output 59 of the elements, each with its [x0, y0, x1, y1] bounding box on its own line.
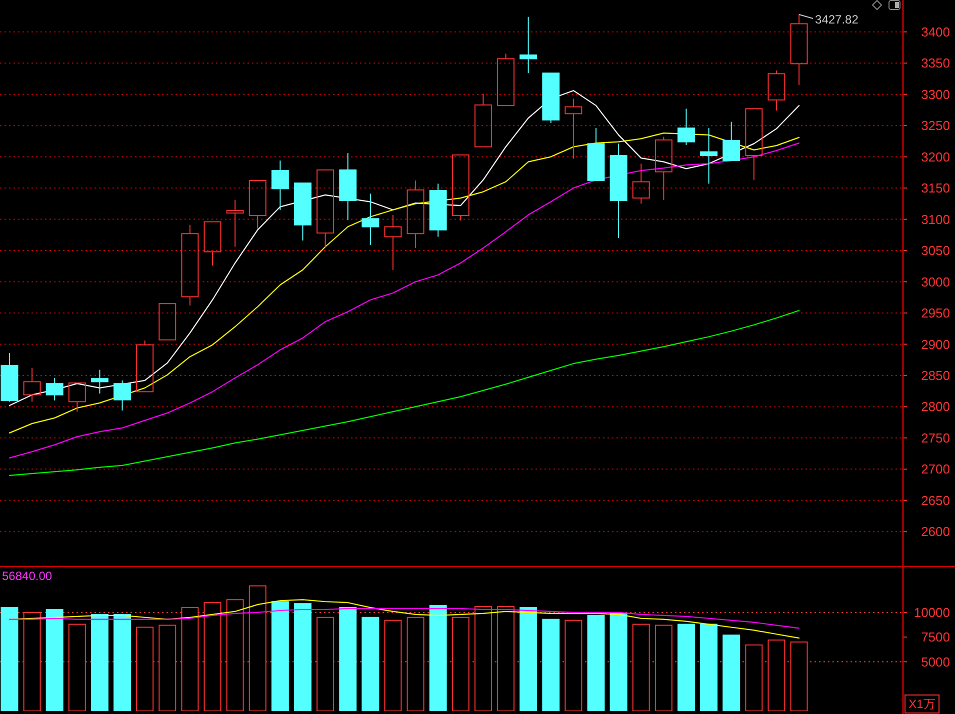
y-tick-label: 7500	[921, 630, 950, 645]
bar	[90, 614, 108, 711]
candlestick	[339, 152, 357, 220]
candlestick	[610, 143, 628, 239]
candlestick	[362, 193, 380, 246]
candlestick	[429, 183, 447, 238]
bar	[520, 607, 538, 711]
bar	[677, 624, 695, 711]
y-tick-label: 2950	[921, 306, 950, 321]
bar	[46, 609, 64, 711]
candlestick	[564, 98, 582, 160]
y-tick-label: 3300	[921, 86, 950, 102]
candlestick	[632, 163, 650, 204]
y-tick-label: 3050	[921, 243, 950, 258]
y-tick-label: 3350	[921, 56, 950, 71]
bar	[722, 634, 740, 711]
candlestick	[406, 180, 424, 249]
y-tick-label: 2900	[921, 336, 950, 352]
y-tick-label: 2650	[921, 492, 950, 508]
line-series	[8, 599, 800, 639]
y-tick-label: 3400	[921, 24, 950, 40]
y-tick-label: 10000	[914, 605, 950, 620]
line-series	[8, 608, 800, 629]
bar	[429, 605, 447, 711]
candlestick	[271, 160, 289, 210]
bar	[362, 616, 380, 711]
y-tick-label: 3200	[921, 149, 950, 164]
line-series	[8, 90, 800, 406]
candlestick	[90, 369, 108, 394]
y-tick-label: 2750	[921, 430, 950, 446]
bar	[294, 603, 312, 711]
bar	[0, 607, 18, 711]
bar	[114, 614, 132, 711]
y-tick-label: 3000	[921, 274, 950, 290]
y-tick-label: 2800	[921, 399, 950, 414]
candlestick	[226, 199, 244, 248]
y-tick-label: 3150	[921, 180, 950, 196]
y-axis-title: X1万	[908, 697, 936, 712]
y-tick-label: 2700	[921, 462, 950, 477]
bar	[700, 624, 718, 711]
candlestick	[181, 224, 199, 306]
candlestick	[700, 128, 718, 184]
bar	[339, 607, 357, 711]
text: 3427.82	[815, 12, 859, 27]
candlestick	[384, 214, 402, 270]
candlestick	[520, 16, 538, 74]
y-tick-label: 3250	[921, 118, 950, 134]
bar	[271, 601, 289, 711]
bar	[542, 618, 560, 711]
line-series	[8, 310, 800, 476]
bar	[587, 614, 605, 711]
bar	[610, 612, 628, 711]
annotation: 56840.00	[2, 569, 52, 583]
y-tick-label: 3100	[921, 212, 950, 227]
y-tick-label: 2850	[921, 368, 950, 384]
candlestick	[46, 377, 64, 401]
candlestick	[790, 14, 808, 86]
y-tick-label: 2600	[921, 524, 950, 540]
y-tick-label: 5000	[921, 654, 950, 670]
